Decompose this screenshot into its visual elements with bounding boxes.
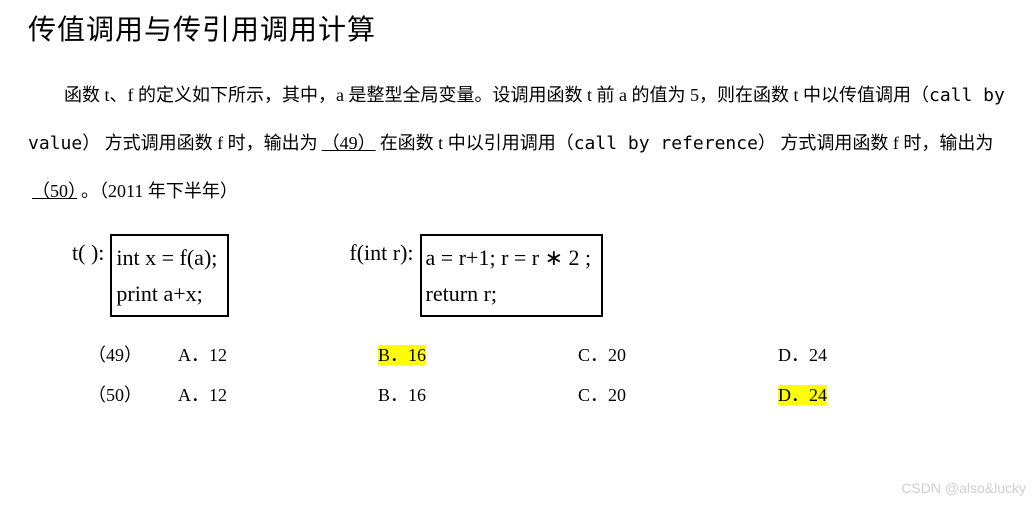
t-line-1: int x = f(a); bbox=[116, 240, 217, 275]
options-row-50: （50） A．12 B．16 C．20 D．24 bbox=[88, 381, 1008, 407]
option-49-b: B．16 bbox=[378, 341, 578, 367]
watermark: CSDN @also&lucky bbox=[901, 480, 1026, 496]
code-row: t( ): int x = f(a); print a+x; f(int r):… bbox=[72, 234, 1008, 316]
para-text-5: 。（2011 年下半年） bbox=[81, 181, 238, 201]
t-function-label: t( ): bbox=[72, 234, 104, 266]
option-49-number: （49） bbox=[88, 341, 178, 367]
blank-50: （50） bbox=[28, 181, 81, 201]
option-50-d-text: D．24 bbox=[778, 385, 827, 405]
option-50-d: D．24 bbox=[778, 381, 978, 407]
f-function-label: f(int r): bbox=[349, 234, 413, 266]
f-function-group: f(int r): a = r+1; r = r ∗ 2 ; return r; bbox=[349, 234, 603, 316]
options-row-49: （49） A．12 B．16 C．20 D．24 bbox=[88, 341, 1008, 367]
option-50-a: A．12 bbox=[178, 381, 378, 407]
option-49-a: A．12 bbox=[178, 341, 378, 367]
f-function-box: a = r+1; r = r ∗ 2 ; return r; bbox=[420, 234, 604, 316]
t-line-2: print a+x; bbox=[116, 276, 217, 311]
t-function-group: t( ): int x = f(a); print a+x; bbox=[72, 234, 229, 316]
option-50-b: B．16 bbox=[378, 381, 578, 407]
blank-49: （49） bbox=[318, 133, 380, 153]
question-paragraph: 函数 t、f 的定义如下所示，其中，a 是整型全局变量。设调用函数 t 前 a … bbox=[28, 72, 1008, 214]
option-49-b-text: B．16 bbox=[378, 345, 426, 365]
option-49-d: D．24 bbox=[778, 341, 978, 367]
para-text-4: ） 方式调用函数 f 时，输出为 bbox=[758, 133, 994, 153]
call-by-reference-text: call by reference bbox=[574, 133, 758, 154]
f-line-1: a = r+1; r = r ∗ 2 ; bbox=[426, 240, 592, 275]
option-50-number: （50） bbox=[88, 381, 178, 407]
page-title: 传值调用与传引用调用计算 bbox=[28, 8, 1008, 48]
para-text-2: ） 方式调用函数 f 时，输出为 bbox=[82, 133, 318, 153]
para-text-1: 函数 t、f 的定义如下所示，其中，a 是整型全局变量。设调用函数 t 前 a … bbox=[64, 85, 929, 105]
option-50-c: C．20 bbox=[578, 381, 778, 407]
t-function-box: int x = f(a); print a+x; bbox=[110, 234, 229, 316]
f-line-2: return r; bbox=[426, 276, 592, 311]
option-49-c: C．20 bbox=[578, 341, 778, 367]
para-text-3: 在函数 t 中以引用调用（ bbox=[380, 133, 574, 153]
